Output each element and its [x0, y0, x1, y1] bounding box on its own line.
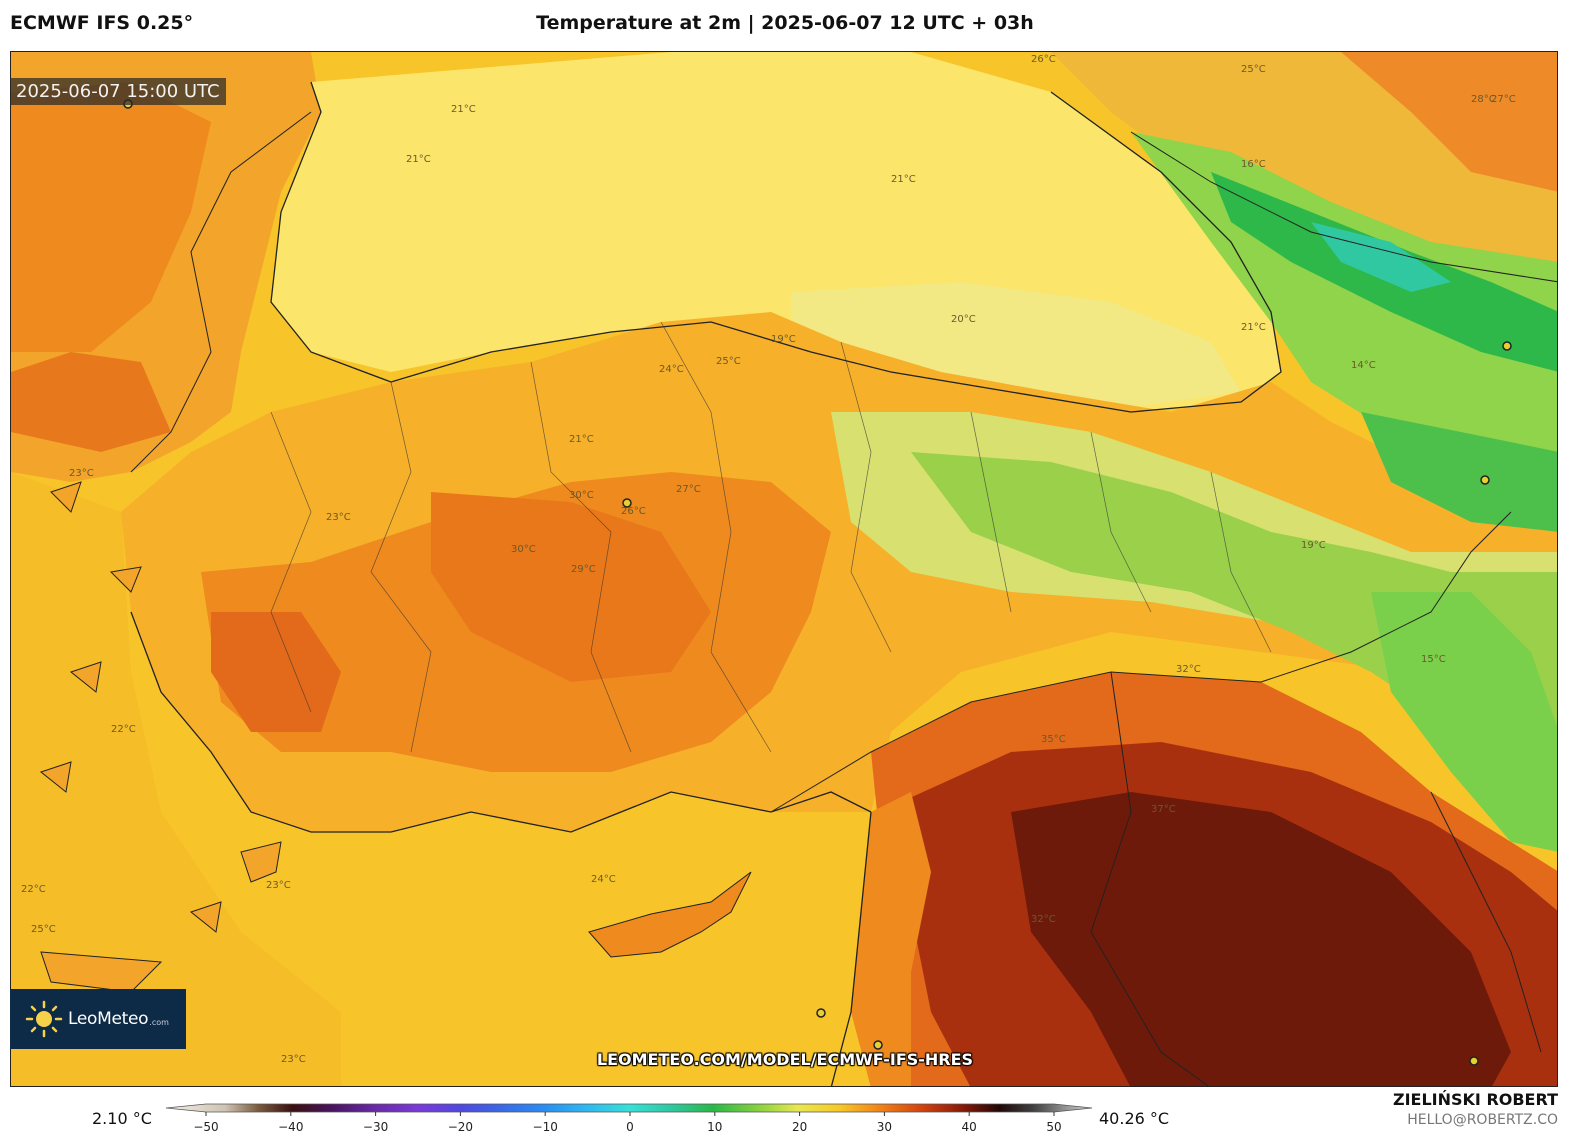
border-turkey-east [1260, 511, 1512, 683]
isotherm-label: 19°C [771, 334, 796, 345]
colorbar-tick-label: −40 [278, 1120, 303, 1134]
logo-suffix: .com [149, 1017, 169, 1027]
isotherm-label: 23°C [281, 1054, 306, 1065]
isotherm-label: 37°C [1151, 804, 1176, 815]
balkans-hot [11, 82, 211, 352]
caucasus-green [1131, 132, 1557, 522]
colorbar-min-label: 2.10 °C [92, 1109, 152, 1128]
isotherm-label-group: 21°C 21°C 21°C 20°C 21°C 19°C 25°C 24°C … [21, 54, 1516, 1065]
isotherm-label: 30°C [569, 490, 594, 501]
model-url-link[interactable]: LEOMETEO.COM/MODEL/ECMWF-IFS-HRES [596, 1050, 974, 1069]
city-marker [1480, 475, 1490, 485]
author-email[interactable]: HELLO@ROBERTZ.CO [1407, 1112, 1558, 1128]
colorbar-gradient [165, 1103, 1093, 1113]
colorbar-tick-label: 30 [877, 1120, 892, 1134]
aegean-sea [11, 472, 341, 1086]
colorbar-tick-label: 0 [626, 1120, 634, 1134]
colorbar-tick-label: 40 [962, 1120, 977, 1134]
province-lines [270, 321, 1272, 753]
black-sea-coast [270, 81, 1282, 413]
model-name: ECMWF IFS 0.25° [10, 12, 194, 34]
isotherm-label: 24°C [659, 364, 684, 375]
border-iraq-iran [1430, 791, 1542, 1053]
isotherm-label: 24°C [591, 874, 616, 885]
colorbar-ticks: −50 −40 −30 −20 −10 0 10 20 30 40 50 [193, 1112, 1062, 1134]
isotherm-label: 23°C [326, 512, 351, 523]
colorbar-tick-label: −50 [193, 1120, 218, 1134]
colorbar: −50 −40 −30 −20 −10 0 10 20 30 40 50 [165, 1103, 1093, 1134]
sun-icon [25, 1000, 63, 1038]
isotherm-label: 26°C [1031, 54, 1056, 65]
isotherm-label: 21°C [451, 104, 476, 115]
isotherm-label: 22°C [111, 724, 136, 735]
isotherm-label: 23°C [266, 880, 291, 891]
border-caucasus [1130, 131, 1557, 283]
isotherm-label: 21°C [569, 434, 594, 445]
west-anatolia-hot [211, 612, 341, 732]
balkans-hot-2 [11, 352, 171, 452]
city-marker [1502, 341, 1512, 351]
isotherm-label: 15°C [1421, 654, 1446, 665]
levant-coast [830, 811, 872, 1086]
isotherm-label: 21°C [891, 174, 916, 185]
isotherm-label: 30°C [511, 544, 536, 555]
isotherm-label: 21°C [406, 154, 431, 165]
isotherm-label: 22°C [21, 884, 46, 895]
city-marker [622, 498, 632, 508]
isotherm-label: 21°C [1241, 322, 1266, 333]
levant-coast-hot [851, 792, 931, 1086]
anatolia-hotter [431, 492, 711, 682]
islands [39, 481, 282, 993]
isotherm-label: 26°C [621, 506, 646, 517]
cyprus [588, 871, 752, 958]
isotherm-label: 28°C [1471, 94, 1496, 105]
border-balkans [130, 111, 312, 473]
east-anatolia-green [911, 452, 1557, 811]
valid-time-badge: 2025-06-07 15:00 UTC [10, 78, 226, 105]
isotherm-label: 27°C [676, 484, 701, 495]
iraq-extreme [1011, 792, 1511, 1086]
colorbar-tick-label: 50 [1046, 1120, 1061, 1134]
colorbar-tick-label: 10 [707, 1120, 722, 1134]
colorbar-max-label: 40.26 °C [1099, 1109, 1170, 1128]
colorbar-tick-label: −10 [533, 1120, 558, 1134]
isotherm-label: 27°C [1491, 94, 1516, 105]
isotherm-label: 25°C [716, 356, 741, 367]
map-title: Temperature at 2m | 2025-06-07 12 UTC + … [536, 12, 1034, 34]
leometeo-logo[interactable]: LeoMeteo .com [10, 989, 186, 1049]
isotherm-label: 14°C [1351, 360, 1376, 371]
isotherm-label: 23°C [69, 468, 94, 479]
isotherm-label: 32°C [1176, 664, 1201, 675]
city-marker [873, 1040, 883, 1050]
caucasus-hot [1341, 52, 1557, 192]
isotherm-label: 29°C [571, 564, 596, 575]
colorbar-tick-label: 20 [792, 1120, 807, 1134]
isotherm-label: 35°C [1041, 734, 1066, 745]
anatolia-south-coast [130, 611, 872, 833]
isotherm-label: 25°C [31, 924, 56, 935]
border-turkey-syria [770, 671, 1262, 813]
colorbar-tick-label: −20 [448, 1120, 473, 1134]
isotherm-label: 16°C [1241, 159, 1266, 170]
temperature-map[interactable]: 21°C 21°C 21°C 20°C 21°C 19°C 25°C 24°C … [10, 51, 1558, 1087]
isotherm-label: 19°C [1301, 540, 1326, 551]
border-syria-iraq [1090, 671, 1210, 1086]
city-marker [816, 1008, 826, 1018]
isotherm-label: 25°C [1241, 64, 1266, 75]
isotherm-label: 32°C [1031, 914, 1056, 925]
author-credit: ZIELIŃSKI ROBERT [1392, 1090, 1558, 1109]
caucasus-coldest [1311, 222, 1451, 292]
logo-text: LeoMeteo [68, 1009, 149, 1029]
east-anatolia-green-2 [1361, 412, 1557, 532]
isotherm-label: 20°C [951, 314, 976, 325]
iran-green [1371, 592, 1557, 852]
city-marker [1469, 1056, 1479, 1066]
colorbar-tick-label: −30 [363, 1120, 388, 1134]
